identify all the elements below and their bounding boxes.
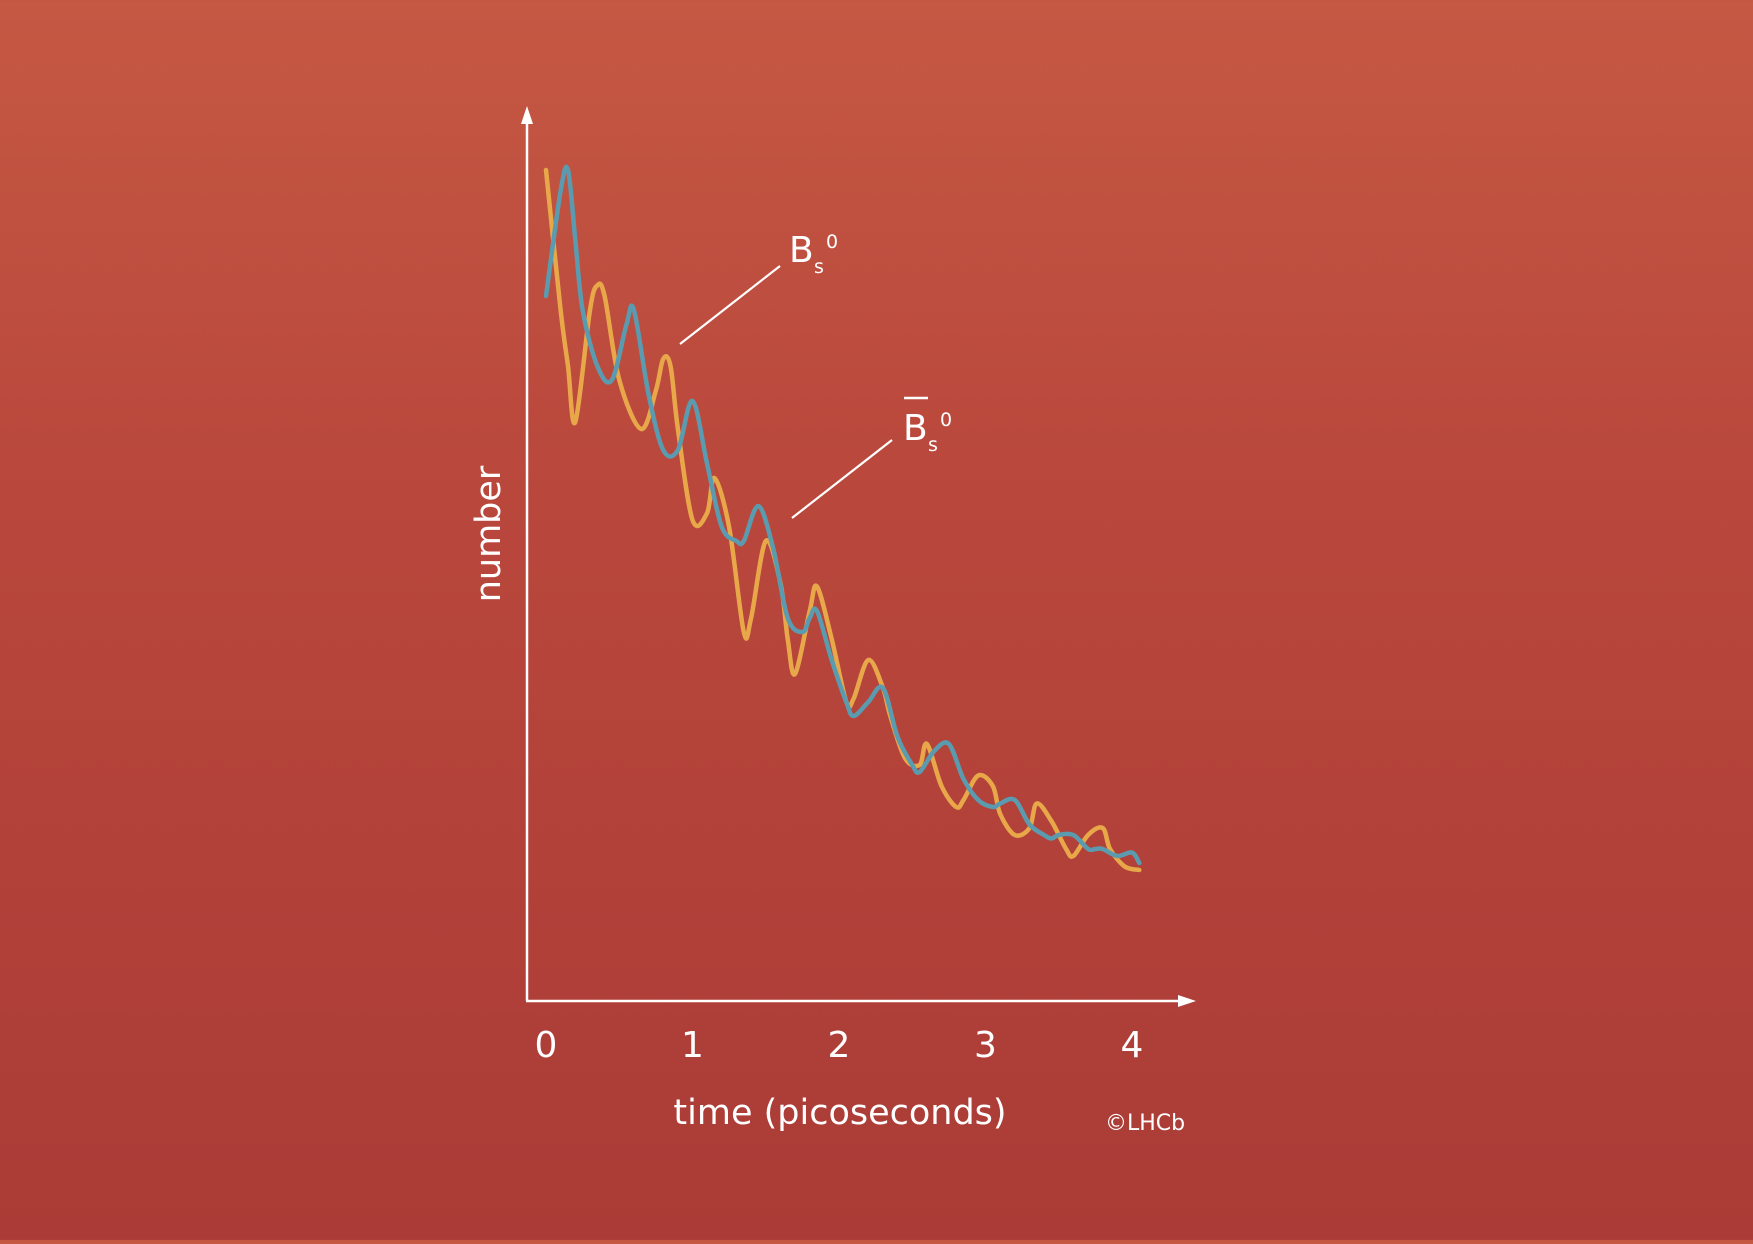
- label-bs0-sup: 0: [826, 231, 838, 253]
- y-axis-arrow: [521, 106, 533, 124]
- label-bs0-main: B: [789, 230, 814, 271]
- x-tick-labels: 0 1 2 3 4: [535, 1025, 1144, 1066]
- label-bs0bar-leader: [791, 439, 893, 519]
- credit-label: ©LHCb: [1105, 1111, 1185, 1136]
- x-tick-1: 1: [681, 1025, 704, 1066]
- label-bs0-sub: s: [814, 256, 824, 278]
- label-bs0-leader: [679, 265, 781, 345]
- label-bs0bar-sup: 0: [940, 409, 952, 431]
- x-tick-4: 4: [1121, 1025, 1144, 1066]
- label-bs0bar-sub: s: [928, 434, 938, 456]
- axes: [521, 106, 1196, 1007]
- x-axis-title: time (picoseconds): [673, 1093, 1006, 1133]
- series-bs0-line: [543, 167, 1142, 873]
- series-bs0bar-line: [543, 164, 1142, 866]
- label-bs0bar-main: B: [903, 408, 928, 449]
- x-tick-2: 2: [828, 1025, 851, 1066]
- y-axis-title: number: [469, 465, 509, 602]
- x-axis-arrow: [1178, 995, 1196, 1007]
- x-tick-3: 3: [974, 1025, 997, 1066]
- x-tick-0: 0: [535, 1025, 558, 1066]
- series-lines: [543, 164, 1142, 873]
